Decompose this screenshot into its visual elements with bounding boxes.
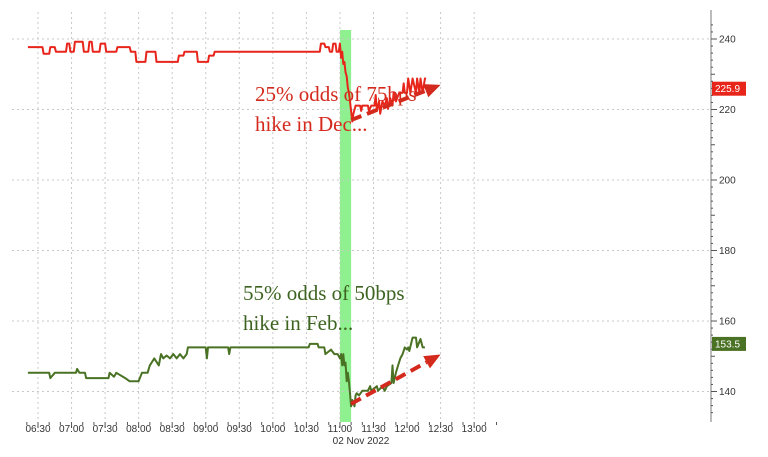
annotation-green-line2: hike in Feb... xyxy=(243,311,353,335)
x-tick-label-4: 08:30 xyxy=(160,424,185,435)
x-tick-label-3: 08:00 xyxy=(126,424,151,435)
series-line-1 xyxy=(27,336,425,408)
y-tick-label-4: 220 xyxy=(719,105,736,116)
last-value-label-1: 153.5 xyxy=(715,339,740,350)
trend-arrows xyxy=(350,84,441,406)
x-tick-label-6: 09:30 xyxy=(227,424,252,435)
y-tick-label-3: 200 xyxy=(719,176,736,187)
x-tick-label-11: 12:00 xyxy=(395,424,420,435)
x-tick-label-0: 06:30 xyxy=(25,424,50,435)
trend-arrow-head-0 xyxy=(423,84,441,98)
y-tick-label-0: 140 xyxy=(719,387,736,398)
last-value-label-0: 225.9 xyxy=(715,84,740,95)
x-tick-label-5: 09:00 xyxy=(193,424,218,435)
annotation-red-line1: 25% odds of 75bps xyxy=(255,82,417,106)
date-label: 02 Nov 2022 xyxy=(333,436,390,447)
y-tick-label-2: 180 xyxy=(719,246,736,257)
y-axis-labels: 140 160 180 200 220 240 xyxy=(711,24,736,414)
annotation-red-line2: hike in Dec... xyxy=(255,112,368,136)
trend-arrow-head-1 xyxy=(423,354,441,369)
x-tick-label-12: 12:30 xyxy=(428,424,453,435)
highlight-band xyxy=(339,30,352,422)
x-tick-label-1: 07:00 xyxy=(59,424,84,435)
x-axis-labels: 06:30 07:00 07:30 08:00 08:30 09:00 09:30 10:00… xyxy=(25,422,498,435)
last-value-tag-1 xyxy=(712,336,746,351)
x-tick-label-13: 13:00 xyxy=(462,424,487,435)
annotation-green-line1: 55% odds of 50bps xyxy=(243,281,405,305)
y-tick-label-1: 160 xyxy=(719,317,736,328)
last-value-tag-0 xyxy=(712,81,746,96)
y-tick-label-5: 240 xyxy=(719,35,736,46)
last-value-tags: 225.9 153.5 xyxy=(712,81,746,351)
x-tick-label-8: 10:30 xyxy=(294,424,319,435)
x-tick-label-2: 07:30 xyxy=(93,424,118,435)
trend-arrow-shaft-0 xyxy=(350,88,427,122)
x-tick-label-9: 11:00 xyxy=(328,424,353,435)
trend-arrow-shaft-1 xyxy=(350,360,428,406)
x-tick-label-7: 10:00 xyxy=(260,424,285,435)
x-tick-label-10: 11:30 xyxy=(361,424,386,435)
